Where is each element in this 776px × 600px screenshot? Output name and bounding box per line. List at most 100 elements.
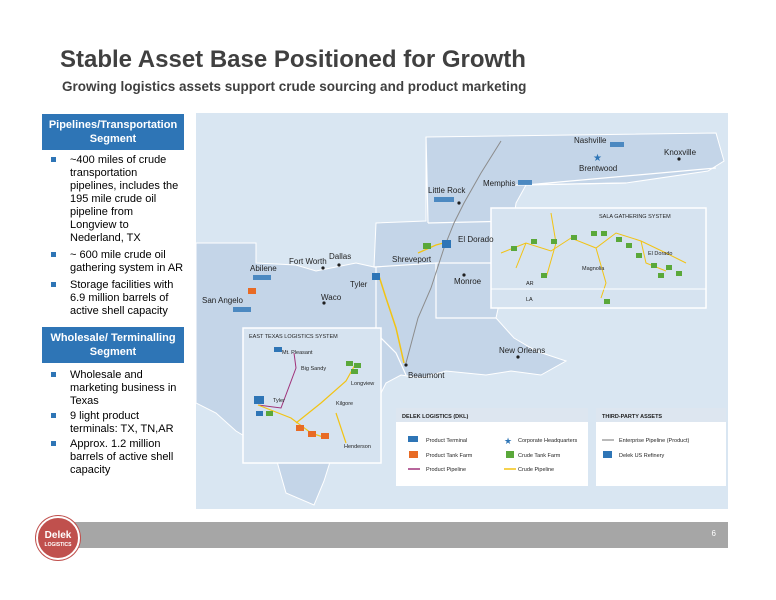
city-brentwood: Brentwood [579,164,617,173]
crude-tank-farm-icon [666,265,672,270]
product-terminal-icon [518,180,532,185]
crude-tank-farm-icon [571,235,577,240]
state-border [373,136,717,376]
city-dot [337,263,341,267]
et-product-tank-farms [296,425,329,439]
city-little-rock: Little Rock [428,186,466,195]
city-shreveport: Shreveport [392,255,432,264]
product-tank-farm-icon [321,433,329,439]
bullet-line: Nederland, TX [70,232,141,244]
crude-tank-farm-icon [551,239,557,244]
crude-tank-farm-icon [604,299,610,304]
city-markers: Nashville ★ Brentwood Knoxville Memphis … [202,136,697,380]
crude-tank-farm-icon [591,231,597,236]
bullet-line: capacity [70,464,111,476]
third-party-legend-title: THIRD-PARTY ASSETS [602,414,662,420]
bullet-item: ~400 miles of crude transportation pipel… [42,154,187,245]
et-tyler-label: Tyler [273,398,285,404]
city-memphis: Memphis [483,179,515,188]
crude-tank-farm-icon [346,361,353,366]
wholesale-bullet-list: Wholesale and marketing business in Texa… [42,369,187,477]
crude-tank-farm-icon [351,369,358,374]
footer-bar: 6 [64,522,728,548]
dkl-legend-header [396,408,588,422]
bullet-line: gathering system in AR [70,262,184,274]
crude-tank-farm-icon [511,246,517,251]
product-terminal-icon [256,411,263,416]
legend-corporate-hq: Corporate Headquarters [518,438,578,444]
city-dot [677,157,681,161]
city-waco: Waco [321,293,342,302]
bullet-item: Approx. 1.2 million barrels of active sh… [42,438,187,477]
east-texas-inset-frame [242,327,382,464]
product-terminal-icon [434,197,454,202]
wholesale-heading-line2: Segment [89,346,137,358]
bullet-item: 9 light product terminals: TX, TN,AR [42,410,187,436]
crude-tank-farm-icon [651,263,657,268]
bullet-item: Wholesale and marketing business in Texa… [42,369,187,408]
legend-crude-tank-farm: Crude Tank Farm [518,453,561,459]
pipelines-bullet-list: ~400 miles of crude transportation pipel… [42,154,187,318]
product-tank-farm-icon [308,431,316,437]
pipelines-heading-line1: Pipelines/Transportation [48,119,178,131]
bullet-line: ~ 600 mile crude oil [70,249,166,261]
henderson-label: Henderson [344,444,371,450]
sala-la-label: LA [526,297,533,303]
city-nashville: Nashville [574,136,607,145]
east-texas-title: EAST TEXAS LOGISTICS SYSTEM [249,334,338,340]
crude-tank-farm-icon [636,253,642,258]
city-dot [516,355,520,359]
crude-tank-farm-icon [626,243,632,248]
product-terminal-icon [274,347,282,352]
city-el-dorado: El Dorado [458,235,494,244]
legend-delek-refinery: Delek US Refinery [619,453,664,459]
bullet-square-icon [51,157,56,162]
corporate-hq-star-icon: ★ [504,436,512,446]
bullet-line: marketing business in [70,382,177,394]
city-dot [457,201,461,205]
sala-magnolia-label: Magnolia [582,266,605,272]
logo-subtext: LOGISTICS [44,542,72,548]
page-number: 6 [711,529,716,538]
crude-tank-farm-icon [601,231,607,236]
kilgore-label: Kilgore [336,401,353,407]
bullet-line: ~400 miles of crude [70,154,167,166]
bullet-line: Storage facilities with [70,279,174,291]
page-title: Stable Asset Base Positioned for Growth [60,46,526,73]
wholesale-heading-line1: Wholesale/ Terminalling [50,332,176,344]
enterprise-pipeline [405,140,502,364]
map-legend: DELEK LOGISTICS (DKL) THIRD-PARTY ASSETS… [396,408,726,486]
pipelines-heading-line2: Segment [89,133,137,145]
pipelines-segment-heading: Pipelines/Transportation Segment [42,114,184,150]
city-tyler: Tyler [350,280,368,289]
city-dallas: Dallas [329,252,351,261]
city-knoxville: Knoxville [664,148,697,157]
corporate-hq-star-icon: ★ [593,153,602,164]
bullet-square-icon [51,372,56,377]
bullet-line: active shell capacity [70,305,168,317]
product-tank-farm-icon [248,288,256,294]
sala-crude-tank-farms [511,231,682,304]
refinery-icon [442,240,451,248]
sala-ar-label: AR [526,281,534,287]
sala-title: SALA GATHERING SYSTEM [599,214,671,220]
legend-product-tank-farm: Product Tank Farm [426,453,473,459]
bullet-item: ~ 600 mile crude oil gathering system in… [42,249,187,275]
refinery-icon [603,451,612,458]
bullet-line: pipeline from [70,206,133,218]
bullet-square-icon [51,441,56,446]
big-sandy-label: Big Sandy [301,366,326,372]
city-abilene: Abilene [250,264,277,273]
city-dot [404,363,408,367]
city-dot [462,273,466,277]
bullet-line: terminals: TX, TN,AR [70,423,174,435]
product-tank-farm-icon [296,425,304,431]
third-party-legend-header [596,408,726,422]
delek-logistics-logo: Delek LOGISTICS [36,516,80,560]
bullet-line: 9 light product [70,410,140,422]
page-subtitle: Growing logistics assets support crude s… [62,79,527,94]
crude-tank-farm-icon [423,243,431,249]
refinery-icon [372,273,380,280]
city-beaumont: Beaumont [408,371,445,380]
crude-tank-farm-icon [266,411,273,416]
